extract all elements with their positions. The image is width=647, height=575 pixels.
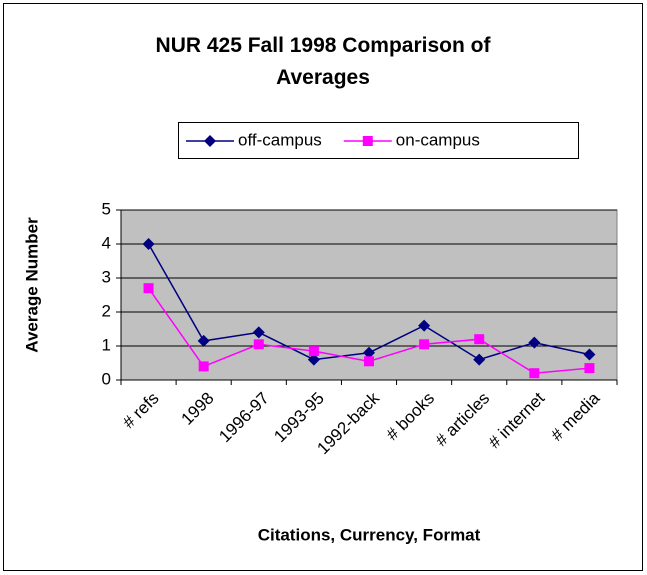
marker — [198, 361, 209, 372]
marker — [308, 346, 319, 357]
y-tick-label: 3 — [102, 267, 111, 286]
y-tick-label: 4 — [102, 233, 111, 252]
marker — [362, 136, 373, 146]
marker — [528, 336, 541, 349]
marker — [419, 339, 430, 350]
marker — [583, 348, 596, 361]
x-axis-title: Citations, Currency, Format — [258, 525, 481, 544]
y-tick-label: 5 — [102, 199, 111, 218]
marker — [418, 319, 431, 332]
legend-label: off-campus — [238, 130, 322, 149]
marker — [584, 363, 595, 374]
marker — [253, 339, 264, 350]
y-tick-label: 0 — [102, 369, 111, 388]
marker — [307, 353, 320, 366]
marker — [143, 283, 154, 294]
marker — [529, 368, 540, 379]
marker — [473, 353, 486, 366]
legend-label: on-campus — [396, 130, 480, 149]
marker — [364, 356, 374, 367]
marker — [197, 334, 210, 347]
marker — [142, 238, 155, 250]
marker — [252, 326, 265, 339]
y-axis-title: Average Number — [22, 217, 41, 353]
y-tick-label: 1 — [102, 335, 111, 354]
chart-title: NUR 425 Fall 1998 Comparison of Averages — [155, 34, 491, 89]
marker — [363, 346, 375, 359]
marker — [474, 334, 485, 345]
y-tick-label: 2 — [102, 301, 111, 320]
marker — [204, 135, 216, 147]
